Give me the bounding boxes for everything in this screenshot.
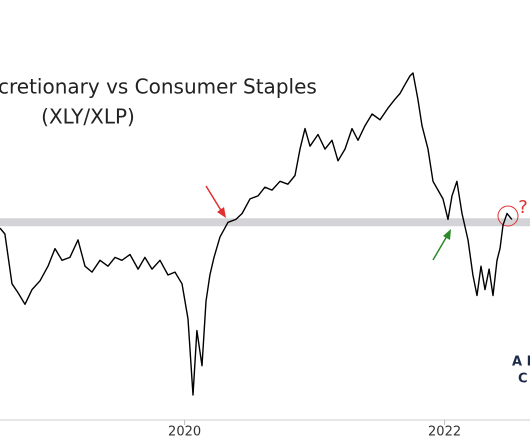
arrow [432,235,448,261]
chart-title: cretionary vs Consumer Staples [0,75,317,99]
arrowhead [217,207,226,218]
logo-text: C [518,372,528,387]
arrow [205,185,223,213]
highlight-circle [497,205,519,227]
x-tick-label: 2020 [168,425,201,440]
x-tick-label: 2022 [428,425,461,440]
arrowhead [443,229,451,240]
annotation: ? [518,197,528,218]
chart-subtitle: (XLY/XLP) [41,105,135,129]
line-series [0,72,513,396]
logo-text: A L [512,355,530,370]
